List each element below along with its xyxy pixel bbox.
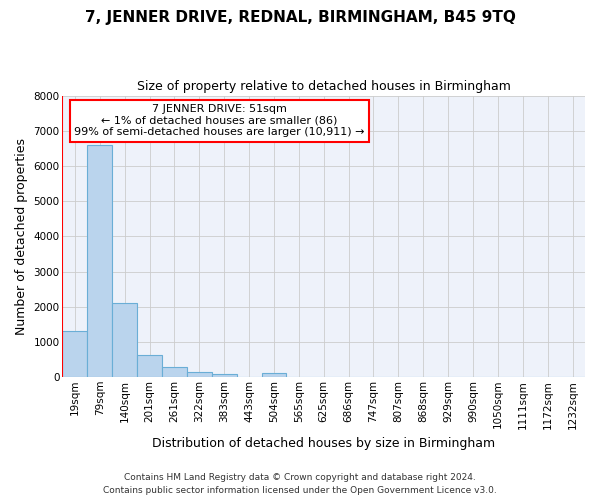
Title: Size of property relative to detached houses in Birmingham: Size of property relative to detached ho… xyxy=(137,80,511,93)
Bar xyxy=(187,372,212,377)
Text: Contains HM Land Registry data © Crown copyright and database right 2024.
Contai: Contains HM Land Registry data © Crown c… xyxy=(103,474,497,495)
Bar xyxy=(262,374,286,377)
Bar xyxy=(112,303,137,377)
Bar xyxy=(88,145,112,377)
Text: 7, JENNER DRIVE, REDNAL, BIRMINGHAM, B45 9TQ: 7, JENNER DRIVE, REDNAL, BIRMINGHAM, B45… xyxy=(85,10,515,25)
Y-axis label: Number of detached properties: Number of detached properties xyxy=(15,138,28,335)
Text: 7 JENNER DRIVE: 51sqm
← 1% of detached houses are smaller (86)
99% of semi-detac: 7 JENNER DRIVE: 51sqm ← 1% of detached h… xyxy=(74,104,364,137)
X-axis label: Distribution of detached houses by size in Birmingham: Distribution of detached houses by size … xyxy=(152,437,495,450)
Bar xyxy=(212,374,236,377)
Bar xyxy=(162,366,187,377)
Bar xyxy=(62,332,88,377)
Bar xyxy=(137,356,162,377)
